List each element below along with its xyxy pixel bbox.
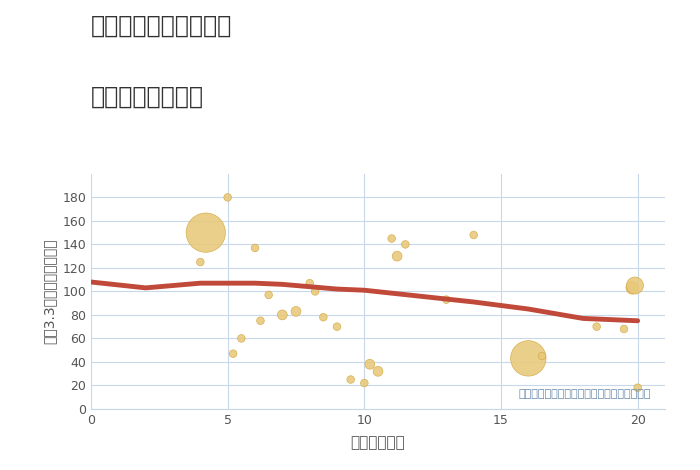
Point <box>290 307 302 315</box>
Point <box>345 376 356 384</box>
Point <box>358 379 370 387</box>
Point <box>263 291 274 299</box>
Point <box>249 244 260 252</box>
Point <box>441 296 452 304</box>
Point <box>195 258 206 266</box>
Point <box>318 313 329 321</box>
Point <box>391 252 402 260</box>
Point <box>372 368 384 375</box>
Point <box>618 325 629 333</box>
Point <box>591 323 602 330</box>
Y-axis label: 坪（3.3㎡）単価（万円）: 坪（3.3㎡）単価（万円） <box>43 239 57 344</box>
X-axis label: 駅距離（分）: 駅距離（分） <box>351 435 405 450</box>
Point <box>222 194 233 201</box>
Text: 駅距離別土地価格: 駅距離別土地価格 <box>91 85 204 109</box>
Point <box>309 288 321 295</box>
Point <box>629 282 641 289</box>
Point <box>632 384 643 392</box>
Point <box>236 335 247 342</box>
Point <box>331 323 342 330</box>
Point <box>200 229 211 236</box>
Point <box>536 352 547 360</box>
Point <box>276 311 288 319</box>
Point <box>386 235 398 243</box>
Point <box>400 241 411 248</box>
Point <box>228 350 239 357</box>
Point <box>468 231 480 239</box>
Text: 円の大きさは、取引のあった物件面積を示す: 円の大きさは、取引のあった物件面積を示す <box>519 390 651 400</box>
Point <box>304 279 315 287</box>
Point <box>364 360 375 368</box>
Point <box>523 354 534 362</box>
Point <box>626 284 638 291</box>
Text: 兵庫県西宮市門戸荘の: 兵庫県西宮市門戸荘の <box>91 14 232 38</box>
Point <box>255 317 266 324</box>
